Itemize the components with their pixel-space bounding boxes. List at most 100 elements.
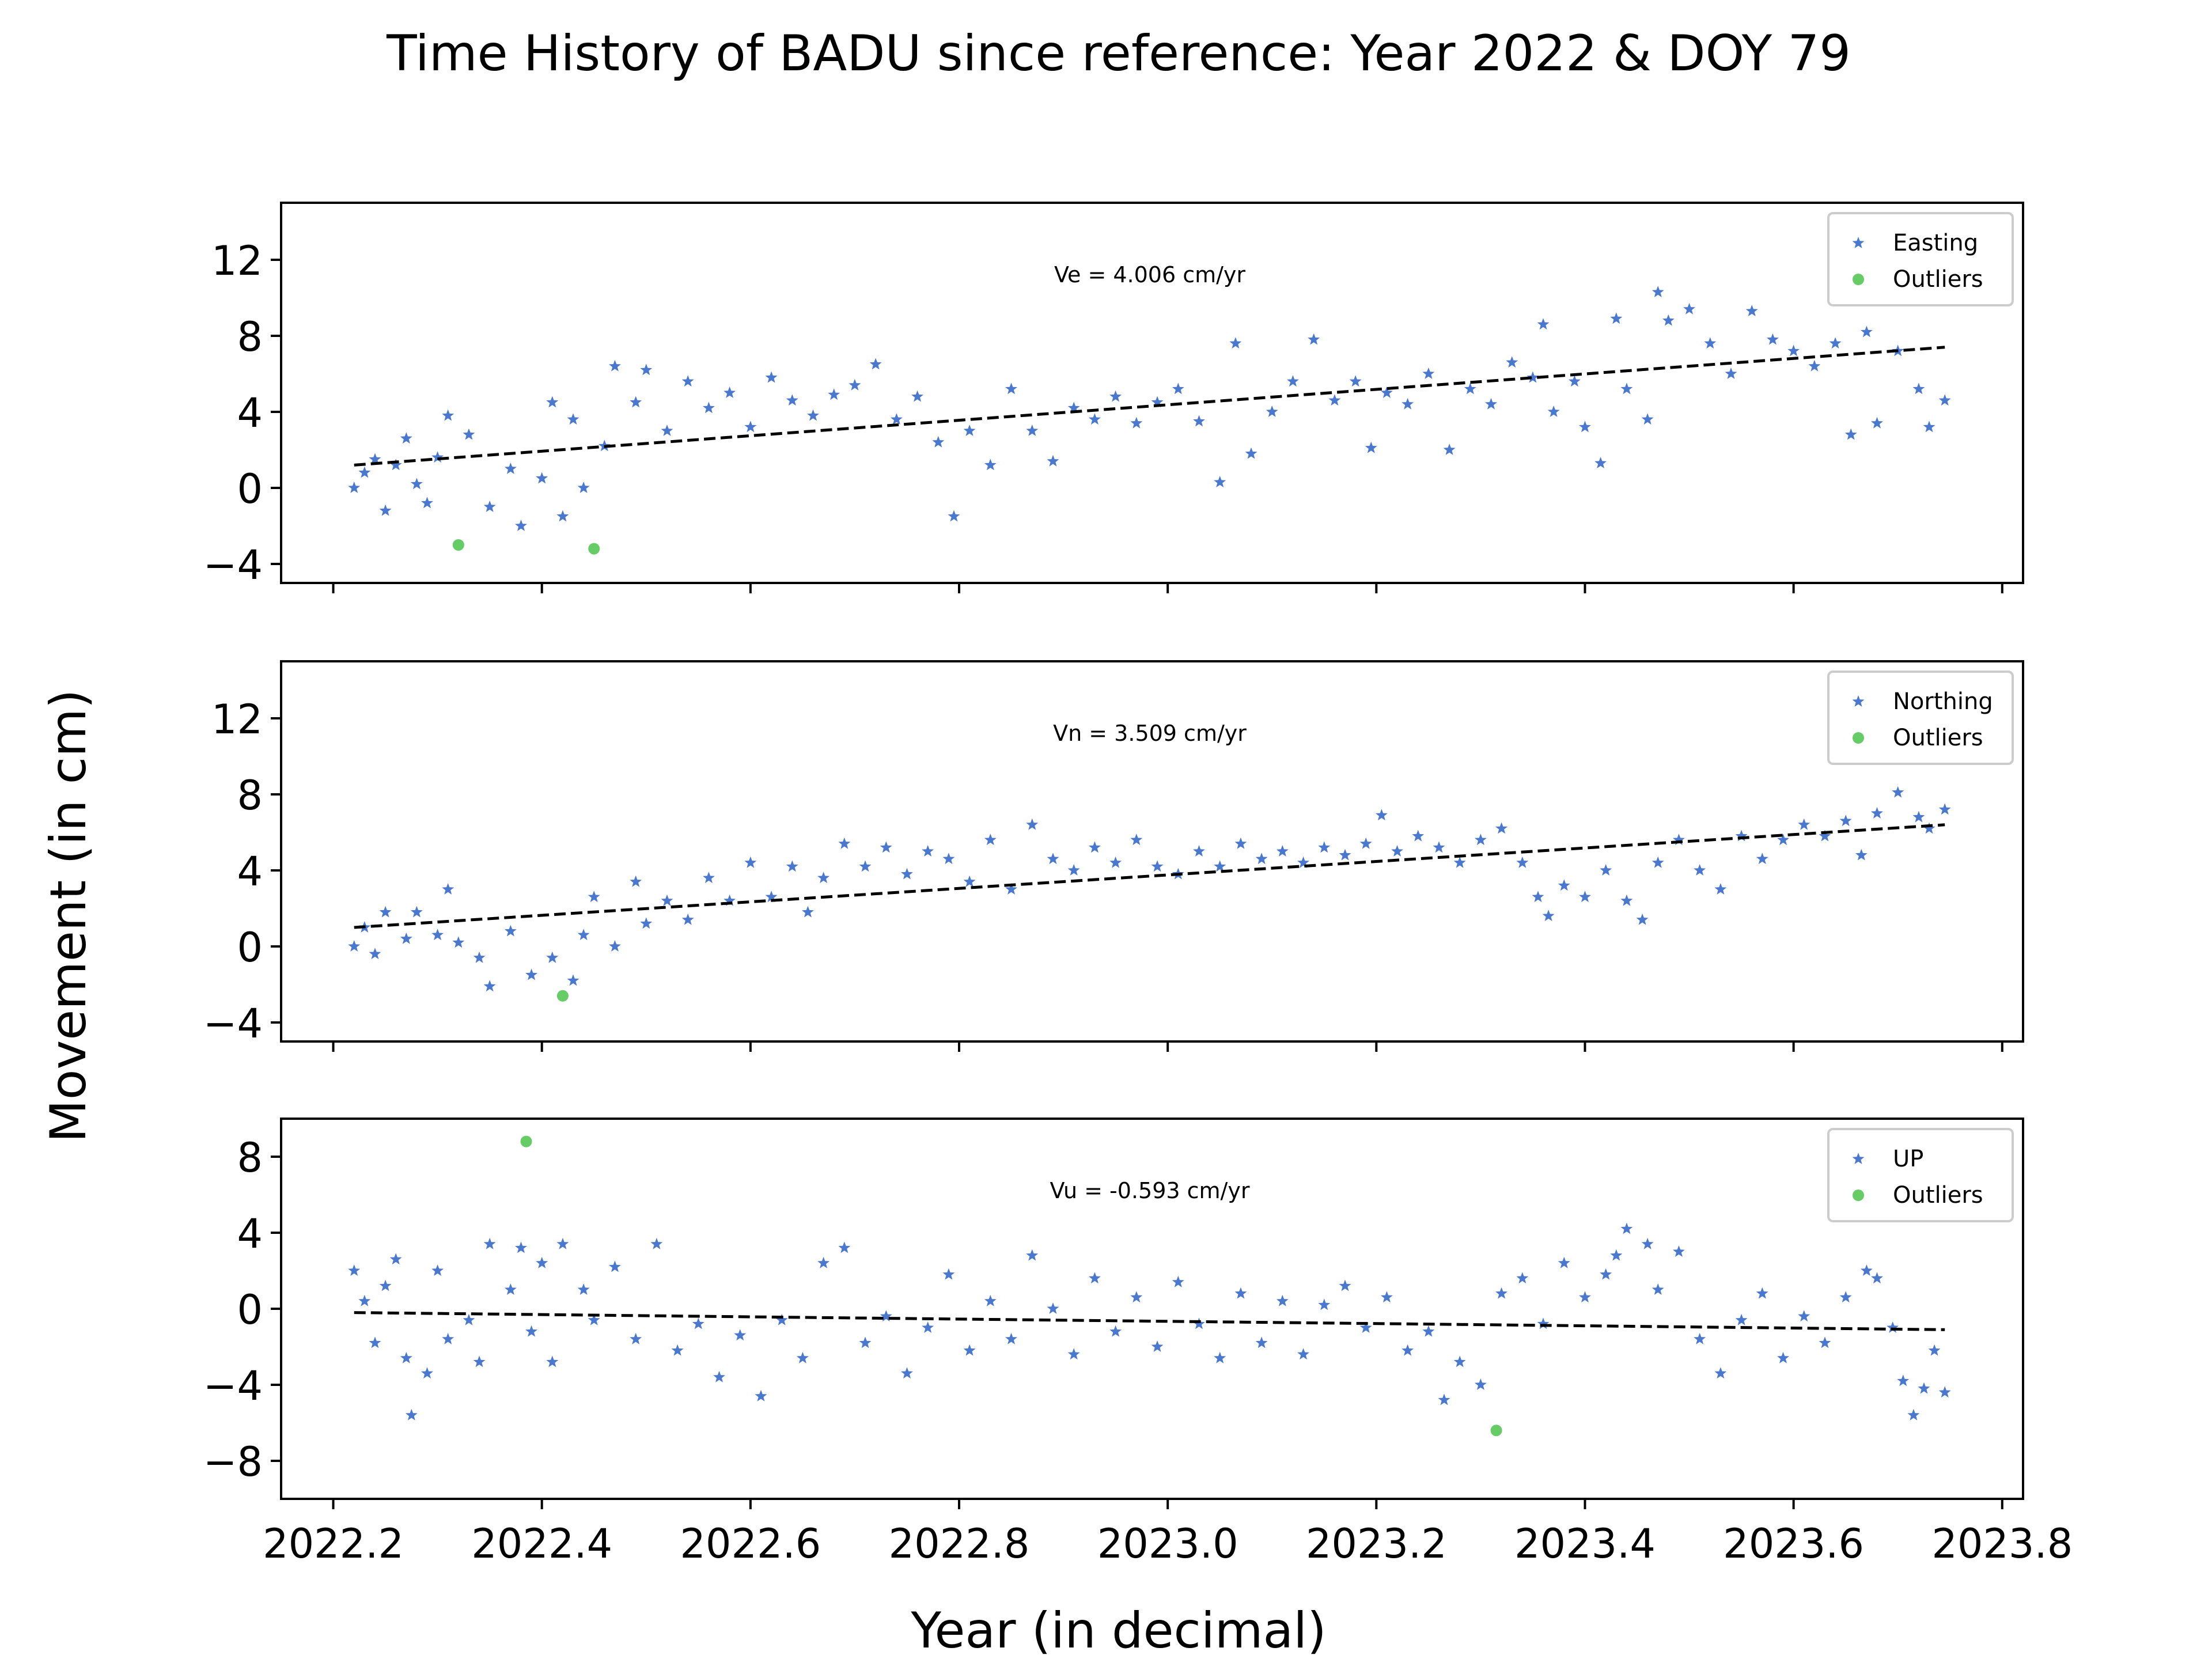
data-point [1495, 1287, 1508, 1299]
data-point [1495, 822, 1508, 834]
data-point [703, 872, 715, 884]
data-point [1381, 1291, 1393, 1303]
data-point [1443, 444, 1456, 455]
data-point [473, 951, 486, 963]
data-point [1402, 1344, 1414, 1356]
data-point [1923, 822, 1936, 834]
data-point [1422, 1325, 1435, 1337]
data-point [1109, 390, 1122, 402]
data-point [1151, 396, 1164, 408]
legend: Northing Outliers [1827, 671, 2014, 765]
data-point [1005, 382, 1017, 395]
data-point [681, 375, 694, 387]
velocity-annotation: Ve = 4.006 cm/yr [1054, 262, 1245, 287]
data-points [348, 286, 1951, 531]
data-point [1600, 864, 1612, 876]
data-point [1297, 1348, 1309, 1360]
data-point [984, 1294, 997, 1306]
data-point [1907, 1408, 1920, 1421]
data-point [1568, 375, 1581, 387]
data-point [536, 472, 548, 484]
data-point [963, 425, 976, 436]
data-point [1067, 864, 1080, 876]
data-point [452, 936, 465, 948]
data-point [807, 409, 819, 421]
data-point [577, 482, 590, 493]
data-point [786, 860, 798, 872]
legend-frame [1827, 1128, 2014, 1222]
data-point [1532, 891, 1544, 903]
data-point [671, 1344, 684, 1356]
data-point [765, 891, 778, 903]
data-point [431, 451, 444, 463]
data-point [1620, 382, 1633, 395]
data-point [1897, 1374, 1910, 1387]
data-point [1359, 837, 1372, 849]
data-point [389, 459, 402, 471]
data-point [1860, 1264, 1873, 1276]
legend-frame [1827, 212, 2014, 306]
y-tick-label: −4 [203, 1362, 263, 1410]
data-point [1641, 1237, 1654, 1249]
data-point [400, 1351, 412, 1363]
x-tick-label: 2023.4 [1514, 1520, 1656, 1567]
data-point [1172, 1275, 1184, 1287]
data-point [1673, 1245, 1685, 1257]
data-point [348, 1264, 361, 1276]
x-tick-label: 2023.2 [1306, 1520, 1447, 1567]
data-point [1130, 416, 1143, 429]
data-point [1266, 406, 1278, 417]
axes-frame [280, 202, 2024, 584]
data-point [1912, 382, 1925, 395]
data-point [1735, 1313, 1748, 1325]
data-point [1516, 1272, 1529, 1284]
data-point [1474, 834, 1487, 846]
data-point [661, 425, 673, 436]
data-point [1067, 1348, 1080, 1360]
data-point [1938, 394, 1951, 406]
data-point [1714, 883, 1727, 895]
data-point [984, 834, 997, 846]
data-point [358, 1294, 371, 1306]
data-point [1798, 1310, 1810, 1322]
data-point [1193, 1317, 1205, 1330]
data-point [1234, 837, 1247, 849]
data-point [1662, 314, 1675, 326]
data-point [405, 1408, 418, 1421]
axes-frame [280, 660, 2024, 1043]
data-point [1579, 421, 1591, 433]
data-point [1558, 879, 1570, 891]
data-point [1391, 845, 1403, 857]
data-point [1026, 1249, 1039, 1261]
y-tick-label: 0 [237, 465, 263, 513]
data-point [1855, 849, 1868, 861]
legend-label-series: Northing [1893, 688, 1993, 715]
data-point [1871, 416, 1883, 429]
data-point [1214, 860, 1226, 872]
data-point [609, 940, 621, 952]
data-point [1829, 337, 1842, 349]
data-point [515, 1241, 527, 1253]
trend-line [354, 1311, 1945, 1331]
subplot-northing: −4 0 4 8 12 Vn = 3.509 cm/yr Northing Outliers [203, 660, 2024, 1052]
data-point [1255, 853, 1268, 865]
data-point [442, 883, 454, 895]
data-point [1151, 1340, 1164, 1352]
data-point [1422, 368, 1435, 379]
data-point [948, 510, 960, 522]
data-point [1673, 834, 1685, 846]
data-point [1928, 1344, 1941, 1356]
data-point [1839, 815, 1852, 827]
data-point [546, 396, 559, 408]
data-point [1756, 853, 1768, 865]
data-point [379, 906, 392, 918]
data-point [932, 435, 945, 448]
data-point [358, 466, 371, 478]
data-point [1047, 1302, 1059, 1314]
x-tick-label: 2022.2 [263, 1520, 404, 1567]
data-point [1745, 305, 1758, 316]
data-point [1735, 830, 1748, 842]
data-point [546, 1355, 559, 1368]
data-point [410, 906, 423, 918]
legend-label-series: UP [1893, 1146, 1923, 1172]
